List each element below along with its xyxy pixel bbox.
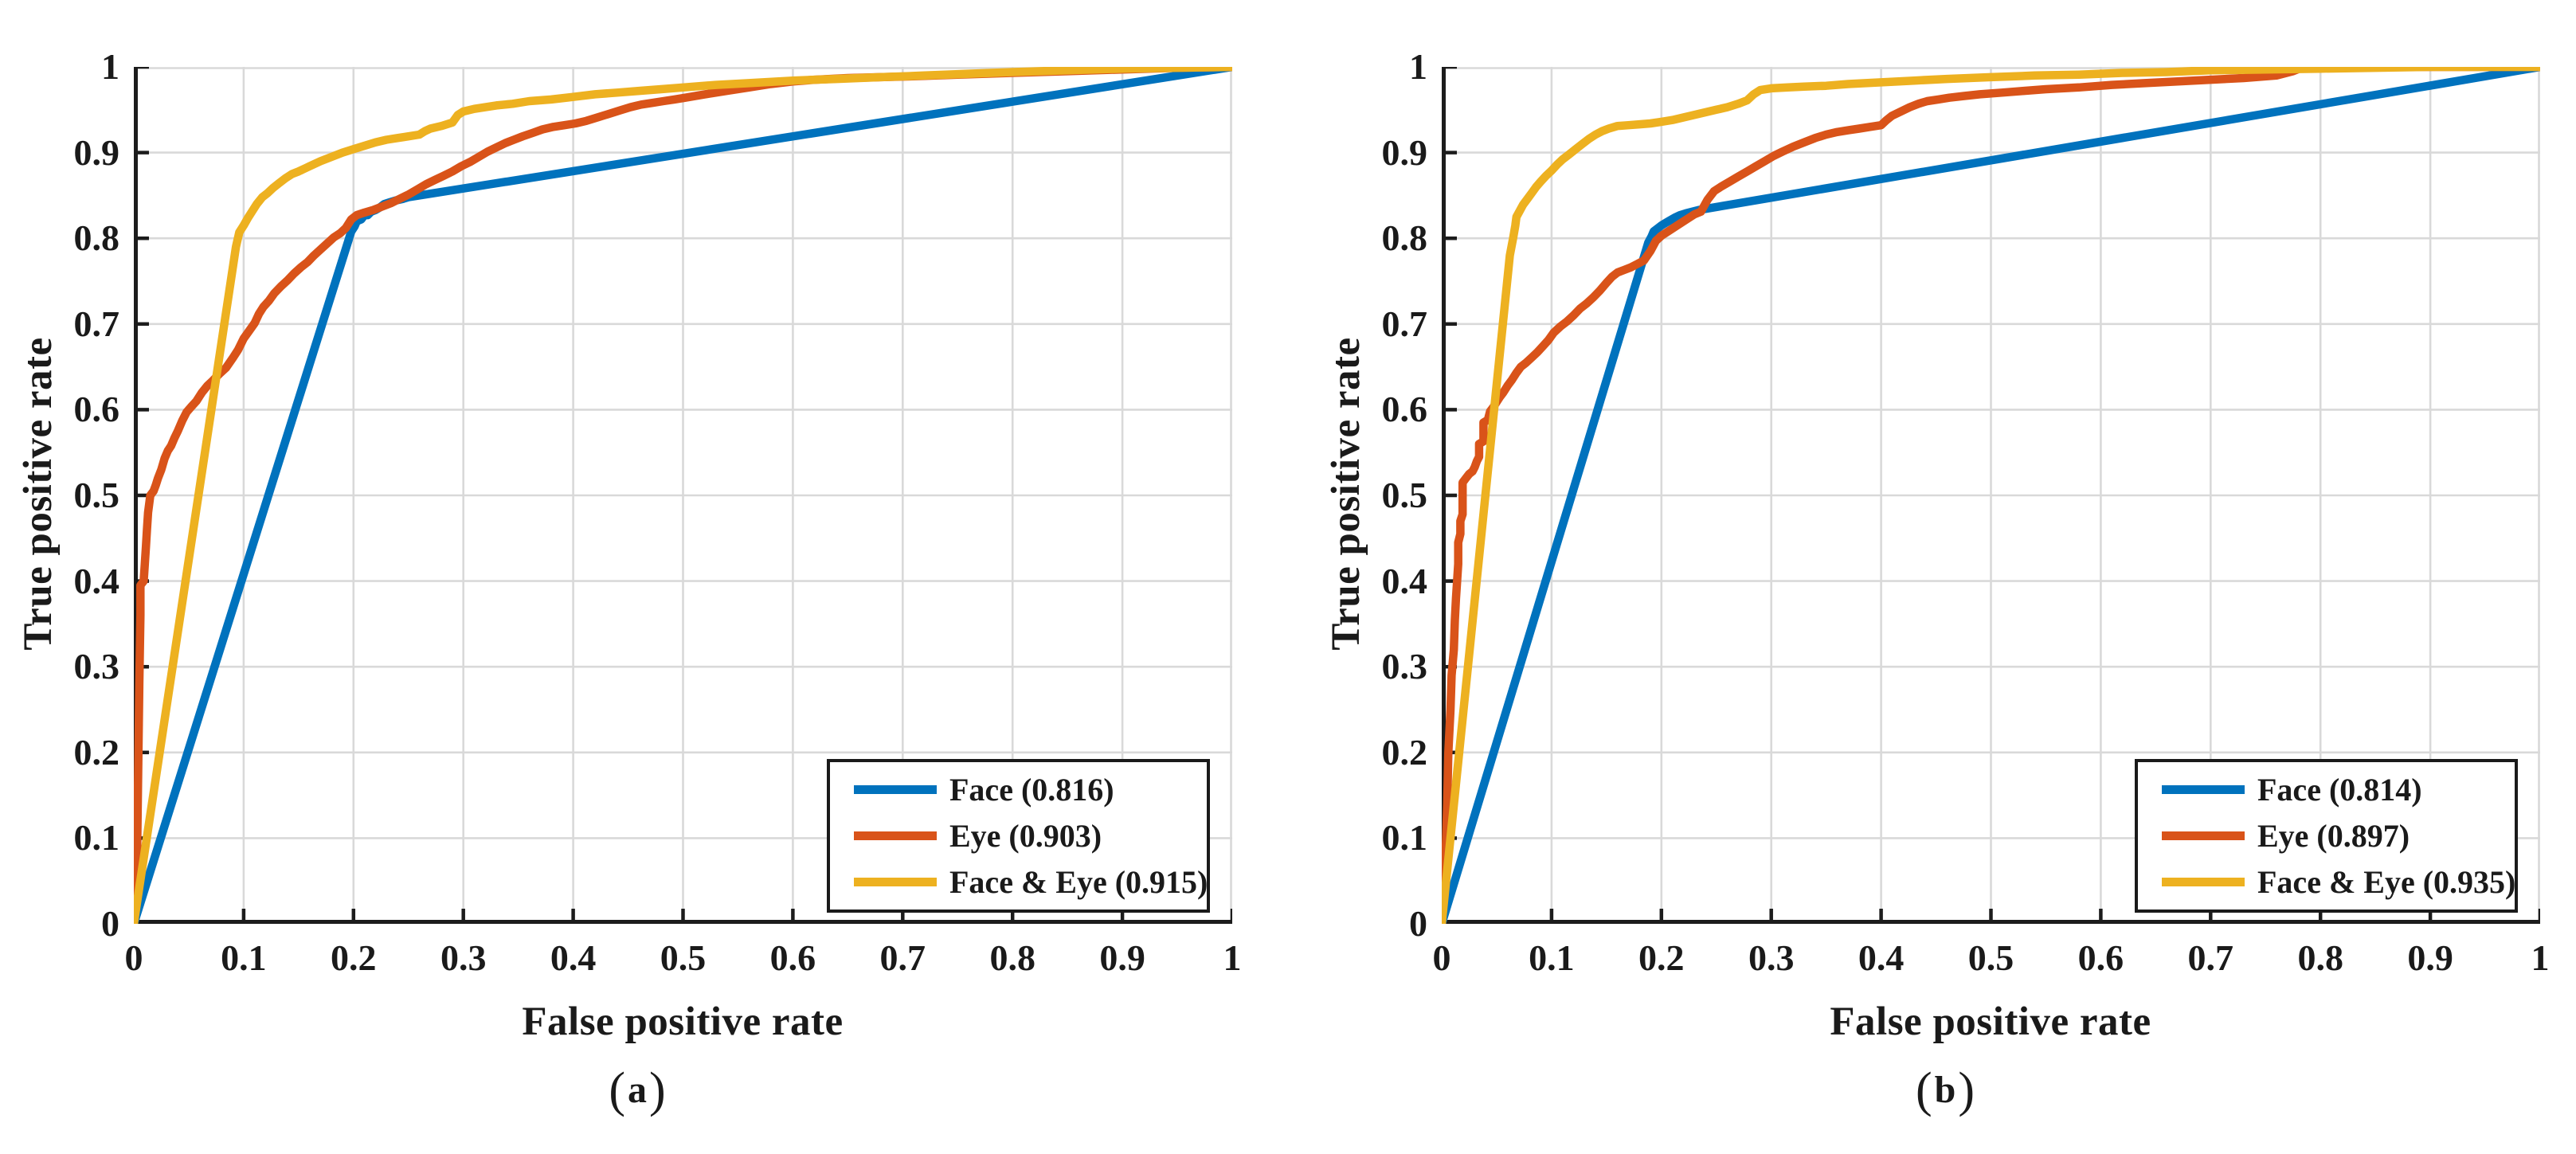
roc-curve-face-eye — [134, 67, 1232, 924]
x-tick-label: 0.3 — [440, 937, 487, 978]
x-tick-label: 0.5 — [1967, 937, 2014, 978]
x-tick-label: 0.4 — [1858, 937, 1905, 978]
x-tick-label: 0.1 — [221, 937, 267, 978]
legend-line-sample — [2162, 831, 2245, 840]
x-tick-label: 0.9 — [2407, 937, 2453, 978]
x-axis-label: False positive rate — [1830, 999, 2151, 1044]
legend-line-sample — [854, 785, 937, 795]
y-tick-label: 0.4 — [73, 560, 120, 601]
y-tick-label: 1 — [101, 46, 119, 87]
y-tick-label: 0.3 — [73, 646, 120, 687]
x-tick-label: 0.6 — [2077, 937, 2124, 978]
legend-line-sample — [2162, 877, 2245, 886]
legend-item-face: Face (0.816) — [830, 771, 1207, 808]
x-tick-label: 0.2 — [1638, 937, 1685, 978]
x-tick-label: 0.9 — [1099, 937, 1145, 978]
y-tick-label: 0.7 — [1381, 303, 1428, 344]
caption-open-paren: ( — [1915, 1063, 1932, 1117]
legend-item-label: Eye (0.897) — [2257, 817, 2410, 854]
caption-letter: a — [628, 1069, 647, 1111]
x-tick-label: 0 — [124, 937, 143, 978]
legend-b: Face (0.814) Eye (0.897) Face & Eye (0.935… — [2135, 759, 2518, 913]
x-tick-label: 0 — [1432, 937, 1451, 978]
y-tick-label: 0 — [1409, 903, 1427, 944]
roc-curve-face-eye — [1442, 67, 2540, 924]
x-tick-label: 0.6 — [769, 937, 816, 978]
caption-open-paren: ( — [609, 1063, 625, 1117]
legend-item-eye: Eye (0.903) — [830, 817, 1207, 855]
x-tick-label: 0.8 — [2297, 937, 2343, 978]
legend-item-label: Face (0.816) — [949, 772, 1114, 808]
y-tick-label: 0.3 — [1381, 646, 1428, 687]
plot-area-a: Face (0.816) Eye (0.903) Face & Eye (0.915… — [134, 67, 1232, 924]
y-tick-label: 0.8 — [1381, 217, 1428, 259]
y-tick-label: 0.2 — [73, 731, 120, 773]
legend-item-label: Face & Eye (0.935) — [2257, 863, 2516, 900]
y-tick-label: 0.8 — [73, 217, 120, 259]
caption-close-paren: ) — [1958, 1063, 1975, 1117]
y-tick-label: 0.7 — [73, 303, 120, 344]
legend-line-sample — [854, 877, 937, 886]
legend-item-face: Face (0.814) — [2138, 771, 2515, 808]
y-tick-label: 0.9 — [73, 131, 120, 173]
roc-curve-eye — [1442, 67, 2540, 924]
x-tick-label: 1 — [1223, 937, 1242, 978]
roc-curve-eye — [134, 67, 1232, 924]
subfigure-b: True positive rate Face (0.814) Eye (0.89… — [1308, 0, 2576, 1154]
x-tick-label: 0.7 — [2187, 937, 2234, 978]
y-tick-label: 0.1 — [73, 817, 120, 859]
caption-letter: b — [1934, 1069, 1956, 1111]
y-tick-label: 0.4 — [1381, 560, 1428, 601]
legend-item-face-eye: Face & Eye (0.915) — [830, 863, 1208, 901]
x-tick-label: 0.5 — [660, 937, 707, 978]
legend-line-sample — [854, 831, 937, 840]
caption-b: (b) — [1916, 1064, 1975, 1117]
y-tick-label: 0.1 — [1381, 817, 1428, 859]
y-tick-label: 1 — [1409, 46, 1427, 87]
legend-item-eye: Eye (0.897) — [2138, 817, 2515, 855]
y-tick-label: 0.5 — [73, 475, 120, 515]
x-tick-label: 0.1 — [1529, 937, 1575, 978]
legend-item-label: Face (0.814) — [2257, 772, 2422, 808]
x-tick-label: 0.2 — [331, 937, 377, 978]
x-tick-label: 0.4 — [550, 937, 597, 978]
legend-item-label: Eye (0.903) — [949, 817, 1102, 854]
plot-area-b: Face (0.814) Eye (0.897) Face & Eye (0.935… — [1442, 67, 2540, 924]
y-tick-label: 0.9 — [1381, 131, 1428, 173]
legend-a: Face (0.816) Eye (0.903) Face & Eye (0.915… — [827, 759, 1210, 913]
y-tick-label: 0 — [101, 903, 119, 944]
roc-axes-a — [134, 67, 1232, 924]
x-tick-label: 0.3 — [1748, 937, 1795, 978]
y-tick-label: 0.2 — [1381, 731, 1428, 773]
legend-item-face-eye: Face & Eye (0.935) — [2138, 863, 2515, 901]
x-tick-label: 0.7 — [879, 937, 926, 978]
y-tick-label: 0.6 — [1381, 389, 1428, 430]
caption-a: (a) — [609, 1064, 665, 1117]
x-tick-label: 0.8 — [989, 937, 1035, 978]
legend-line-sample — [2162, 785, 2245, 795]
caption-close-paren: ) — [649, 1063, 666, 1117]
y-tick-label: 0.6 — [73, 389, 120, 430]
subfigure-a: True positive rate Face (0.816) Eye (0.90… — [16, 46, 1242, 1117]
x-tick-label: 1 — [2531, 937, 2550, 978]
x-axis-label: False positive rate — [522, 999, 844, 1044]
legend-item-label: Face & Eye (0.915) — [949, 863, 1208, 900]
y-tick-label: 0.5 — [1381, 475, 1428, 515]
